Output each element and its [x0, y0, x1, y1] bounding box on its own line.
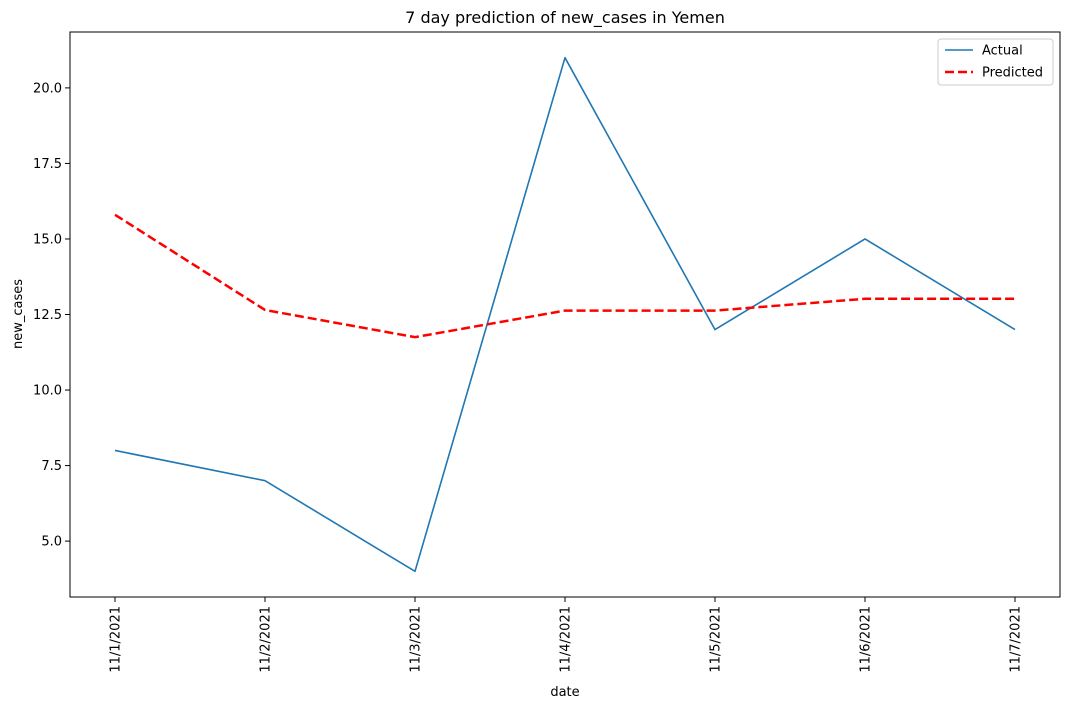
x-tick-label: 11/6/2021	[859, 606, 874, 673]
x-axis-label: date	[550, 685, 579, 700]
legend-label-actual: Actual	[982, 44, 1023, 59]
x-tick-label: 11/7/2021	[1009, 606, 1024, 673]
y-tick-label: 15.0	[33, 232, 62, 247]
x-tick-label: 11/1/2021	[109, 606, 124, 673]
x-tick-label: 11/5/2021	[709, 606, 724, 673]
y-tick-label: 7.5	[41, 459, 62, 474]
y-axis-label: new_cases	[11, 279, 26, 349]
x-axis: 11/1/2021 11/2/2021 11/3/2021 11/4/2021 11/5…	[109, 597, 1024, 673]
x-tick-label: 11/2/2021	[259, 606, 274, 673]
x-tick-label: 11/3/2021	[409, 606, 424, 673]
legend: Actual Predicted	[937, 38, 1054, 86]
x-tick-label: 11/4/2021	[559, 606, 574, 673]
legend-label-predicted: Predicted	[982, 66, 1043, 81]
y-tick-label: 10.0	[33, 384, 62, 399]
y-tick-label: 12.5	[33, 308, 62, 323]
y-tick-label: 20.0	[33, 81, 62, 96]
series-line-predicted	[114, 213, 1015, 339]
y-tick-label: 17.5	[33, 157, 62, 172]
chart-title: 7 day prediction of new_cases in Yemen	[405, 8, 725, 28]
plot-area	[69, 31, 1061, 598]
y-axis: 5.0 7.5 10.0 12.5 15.0 17.5 20.0	[33, 81, 70, 550]
series-line-actual	[114, 56, 1016, 573]
y-tick-label: 5.0	[41, 535, 62, 550]
series-layer	[114, 56, 1016, 573]
